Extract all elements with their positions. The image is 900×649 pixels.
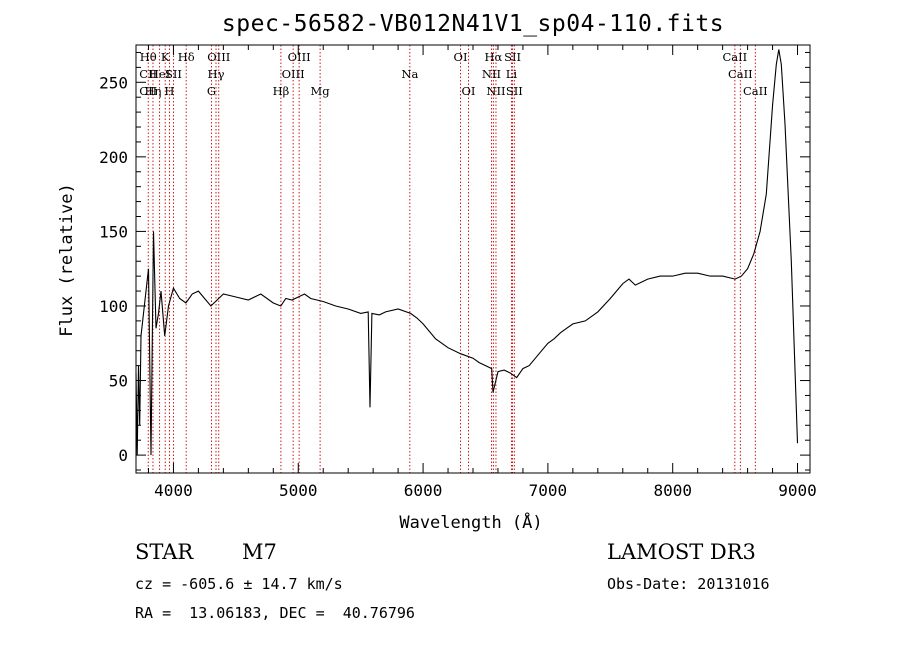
x-tick-label: 6000	[404, 481, 443, 500]
line-marker-label: NII	[482, 67, 501, 81]
x-axis-label: Wavelength (Å)	[399, 511, 542, 533]
y-tick-label: 100	[99, 297, 128, 316]
object-class: STAR	[135, 540, 194, 564]
obs-date: Obs-Date: 20131016	[607, 575, 770, 593]
line-marker-label: K	[161, 50, 170, 64]
line-marker-label: SII	[504, 50, 521, 64]
line-marker-label: Hδ	[178, 50, 195, 64]
line-marker-label: CaII	[743, 84, 768, 98]
line-marker-label: OI	[454, 50, 468, 64]
line-marker-label: Hγ	[208, 67, 225, 81]
spectral-line-markers	[147, 45, 756, 473]
line-marker-label: CaII	[722, 50, 747, 64]
spectrum-series-line	[135, 49, 799, 456]
plot-frame	[135, 44, 811, 474]
x-tick-label: 7000	[529, 481, 568, 500]
x-axis: 4000 5000 6000 7000 8000 9000	[147, 45, 817, 500]
y-tick-label: 150	[99, 222, 128, 241]
x-tick-label: 8000	[653, 481, 692, 500]
line-marker-label: Na	[401, 67, 418, 81]
survey-name: LAMOST DR3	[607, 540, 756, 564]
x-tick-label: 9000	[778, 481, 817, 500]
y-axis: 0 50 100 150 200 250	[99, 51, 810, 471]
redshift-text: cz = -605.6 ± 14.7 km/s	[135, 575, 343, 593]
line-marker-label: OIII	[207, 50, 230, 64]
line-marker-label: Hα	[484, 50, 502, 64]
x-tick-label: 5000	[279, 481, 318, 500]
line-marker-label: CII	[139, 67, 157, 81]
line-marker-label: CII	[139, 84, 157, 98]
y-tick-label: 0	[118, 446, 128, 465]
line-marker-label: G	[207, 84, 216, 98]
line-marker-label: CaII	[728, 67, 753, 81]
object-subclass: M7	[242, 540, 277, 564]
chart-title: spec-56582-VB012N41V1_sp04-110.fits	[222, 11, 724, 37]
line-marker-label: OI	[462, 84, 476, 98]
y-tick-label: 50	[109, 372, 128, 391]
y-tick-label: 250	[99, 73, 128, 92]
line-marker-label: Li	[506, 67, 518, 81]
line-marker-label: Hβ	[273, 84, 290, 98]
line-marker-label: H	[164, 84, 174, 98]
line-marker-label: OIII	[282, 67, 305, 81]
y-axis-label: Flux (relative)	[57, 183, 77, 337]
line-marker-label: OIII	[288, 50, 311, 64]
line-marker-label: HeI	[149, 67, 170, 81]
line-marker-label: NII	[486, 84, 505, 98]
coordinates: RA = 13.06183, DEC = 40.76796	[135, 604, 415, 622]
y-tick-label: 200	[99, 148, 128, 167]
line-marker-label: Hθ	[140, 50, 157, 64]
line-marker-label: Hη	[145, 84, 162, 98]
line-marker-label: SII	[165, 67, 182, 81]
line-marker-label: SII	[506, 84, 523, 98]
line-marker-label: Mg	[311, 84, 331, 98]
x-tick-label: 4000	[154, 481, 193, 500]
